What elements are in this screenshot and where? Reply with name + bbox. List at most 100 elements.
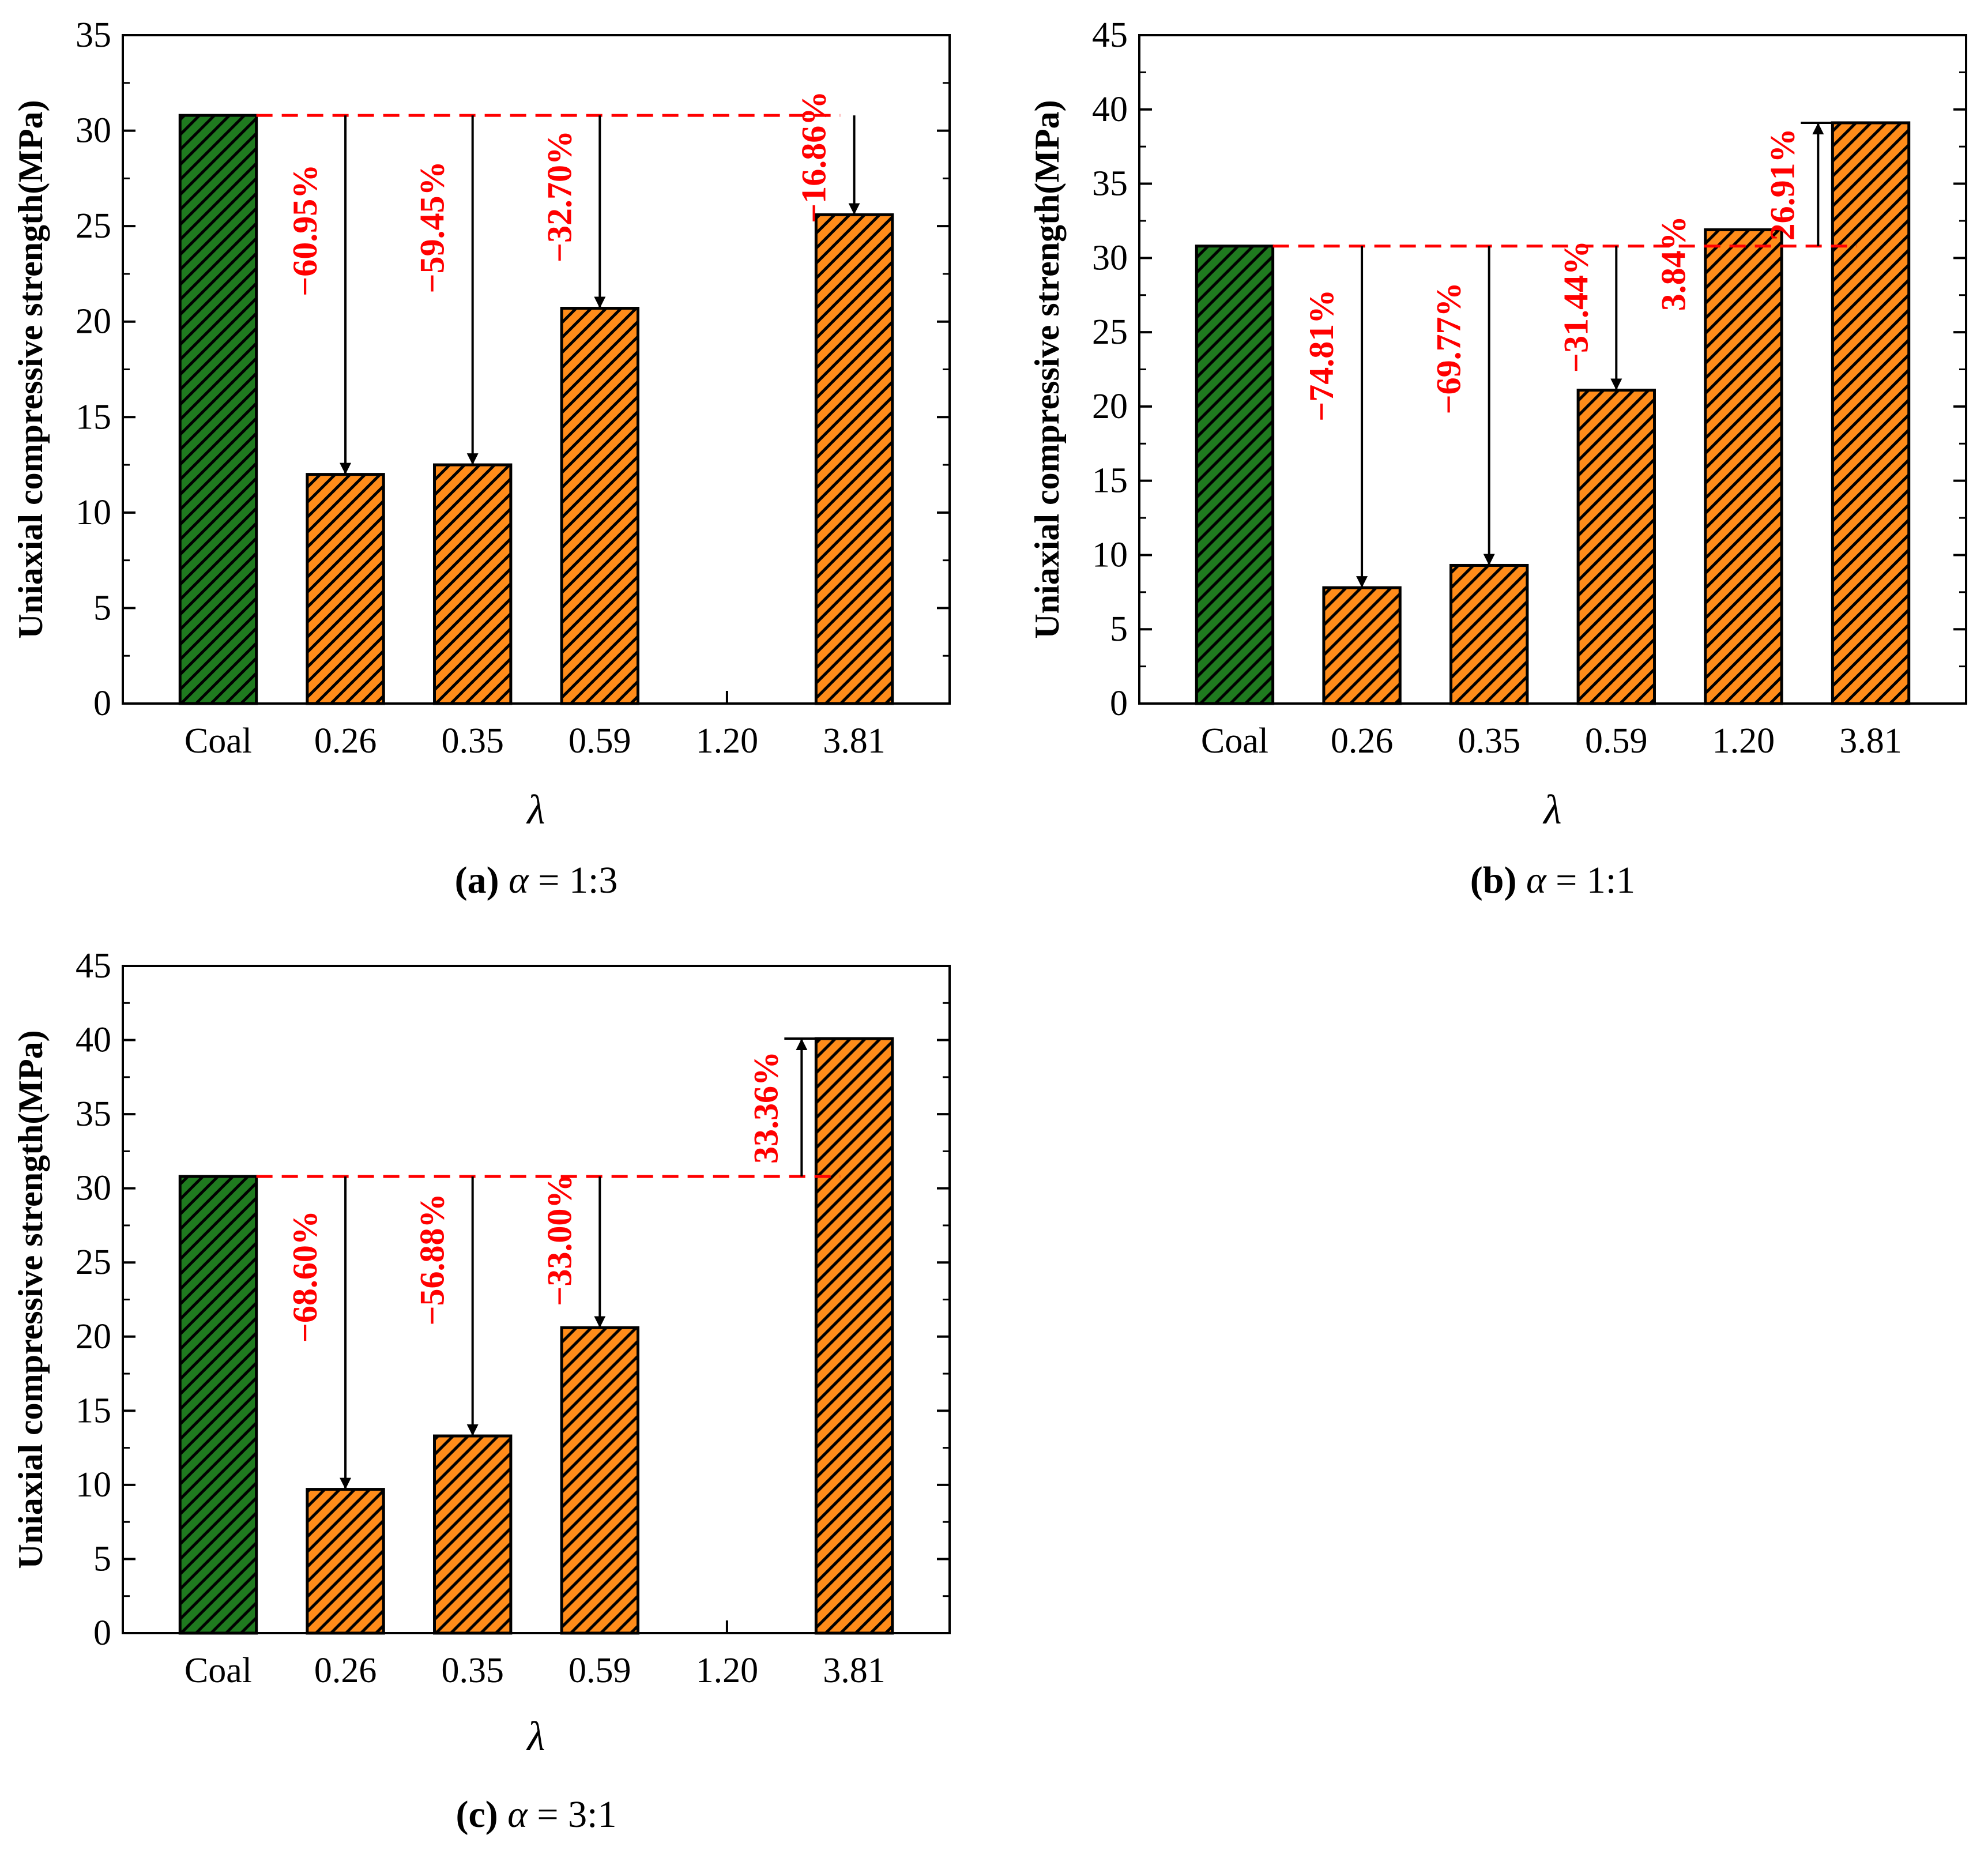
y-axis-title: Uniaxial compressive strength(MPa) (1028, 100, 1066, 638)
y-axis-title: Uniaxial compressive strength(MPa) (12, 1030, 50, 1569)
caption-letter: (b) (1470, 859, 1517, 901)
chart-panel-c: 0 5 10 15 20 25 30 35 40 45 Uniaxial compressive s… (12, 946, 951, 1836)
change-annotation: −59.45% (413, 161, 451, 293)
panel-caption: (a) α = 1:3 (455, 859, 618, 901)
caption-ratio: = 1:3 (529, 859, 618, 901)
y-tick-label: 0 (1110, 684, 1128, 723)
y-tick-label: 0 (93, 684, 111, 723)
x-tick-label: 0.35 (1458, 721, 1520, 761)
x-tick-label: 1.20 (696, 1651, 759, 1690)
x-axis-title: λ (1542, 787, 1561, 833)
bar-3-81-hatch (1831, 121, 1911, 705)
caption-letter: (a) (455, 859, 499, 901)
caption-space (499, 859, 509, 901)
chart-panel-a: 0 5 10 15 20 25 30 35 Uniaxial compressive stren… (12, 16, 951, 901)
x-tick-label: 0.59 (568, 721, 631, 761)
y-tick-label: 25 (76, 206, 111, 246)
caption-space (1516, 859, 1526, 901)
y-tick-label: 0 (93, 1614, 111, 1653)
y-tick-label: 5 (93, 588, 111, 627)
bar-0-59-hatch (560, 307, 639, 705)
x-tick-label: 0.26 (314, 1651, 377, 1690)
bar-0-35-hatch (1449, 563, 1529, 705)
y-tick-label: 20 (76, 1317, 111, 1356)
change-annotation: 3.84% (1655, 216, 1693, 311)
bar-0-35-hatch (433, 463, 513, 705)
bar-0-35-hatch (433, 1434, 513, 1635)
x-tick-label: 0.26 (314, 721, 377, 761)
caption-alpha-symbol: α (1526, 859, 1547, 901)
x-tick-label: 0.26 (1331, 721, 1394, 761)
bar-0-59-hatch (1576, 389, 1656, 705)
x-tick-label: 3.81 (823, 1651, 886, 1690)
caption-letter: (c) (456, 1793, 498, 1836)
y-tick-label: 15 (76, 1391, 111, 1430)
y-axis-title: Uniaxial compressive strength(MPa) (12, 100, 50, 638)
y-tick-label: 25 (1092, 313, 1128, 352)
change-annotation: −69.77% (1430, 282, 1468, 414)
panel-caption: (b) α = 1:1 (1470, 859, 1635, 901)
y-tick-label: 40 (1092, 90, 1128, 129)
bar-1-20-hatch (1704, 228, 1783, 705)
x-tick-label: 1.20 (696, 721, 759, 761)
y-tick-label: 35 (76, 16, 111, 55)
caption-alpha-symbol: α (509, 859, 529, 901)
y-tick-label: 15 (1092, 461, 1128, 501)
x-tick-label: 0.35 (441, 721, 504, 761)
bar-3-81-hatch (814, 1037, 894, 1635)
x-tick-label: 3.81 (1839, 721, 1902, 761)
y-tick-label: 5 (1110, 610, 1128, 649)
caption-ratio: = 1:1 (1546, 859, 1636, 901)
caption-alpha-symbol: α (507, 1793, 528, 1836)
bar-0-26-hatch (306, 473, 385, 705)
bar-0-26-hatch (306, 1488, 385, 1635)
bar-coal-hatch (178, 114, 258, 705)
change-annotation: 26.91% (1763, 128, 1801, 240)
y-tick-label: 10 (76, 493, 111, 532)
change-annotation: −32.70% (540, 130, 578, 262)
caption-ratio: = 3:1 (528, 1793, 617, 1836)
bar-3-81-hatch (814, 213, 894, 705)
x-axis-title: λ (526, 787, 545, 833)
bar-coal-hatch (178, 1175, 258, 1635)
y-tick-label: 45 (1092, 16, 1128, 55)
y-tick-label: 10 (76, 1465, 111, 1505)
change-annotation: 33.36% (747, 1051, 785, 1164)
change-annotation: −31.44% (1557, 240, 1595, 373)
y-tick-label: 20 (1092, 387, 1128, 426)
x-tick-label: 1.20 (1712, 721, 1775, 761)
change-annotation: −16.86% (795, 91, 833, 223)
y-tick-label: 10 (1092, 535, 1128, 574)
y-tick-label: 20 (76, 302, 111, 341)
bar-0-59-hatch (560, 1326, 639, 1635)
x-tick-label: 0.35 (441, 1651, 504, 1690)
y-tick-label: 25 (76, 1243, 111, 1282)
y-tick-label: 35 (76, 1095, 111, 1134)
x-axis-title: λ (526, 1713, 545, 1759)
y-tick-label: 30 (76, 111, 111, 151)
y-tick-label: 45 (76, 946, 111, 986)
bar-0-26-hatch (1322, 586, 1402, 705)
y-tick-label: 35 (1092, 164, 1128, 204)
x-tick-label: Coal (1201, 721, 1268, 761)
y-tick-label: 40 (76, 1021, 111, 1060)
x-tick-label: 0.59 (1585, 721, 1648, 761)
change-annotation: −33.00% (540, 1174, 578, 1306)
change-annotation: −68.60% (286, 1210, 324, 1342)
y-tick-label: 5 (93, 1539, 111, 1578)
caption-space (498, 1793, 508, 1836)
change-annotation: −56.88% (413, 1193, 451, 1325)
x-tick-label: 3.81 (823, 721, 886, 761)
change-annotation: −60.95% (286, 164, 324, 296)
y-tick-label: 30 (1092, 238, 1128, 277)
x-tick-label: 0.59 (568, 1651, 631, 1690)
x-tick-label: Coal (185, 1651, 252, 1690)
bar-coal-hatch (1195, 245, 1275, 705)
y-tick-label: 30 (76, 1169, 111, 1208)
change-annotation: −74.81% (1302, 289, 1341, 422)
x-tick-label: Coal (185, 721, 252, 761)
y-tick-label: 15 (76, 397, 111, 437)
panel-caption: (c) α = 3:1 (456, 1793, 617, 1836)
chart-panel-b: 0 5 10 15 20 25 30 35 40 45 Uniaxial compressive s… (1028, 16, 1967, 901)
